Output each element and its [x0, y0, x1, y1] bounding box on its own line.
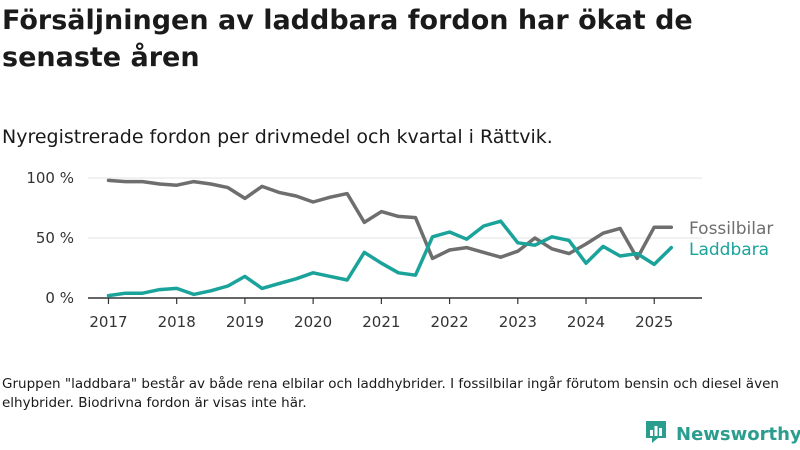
x-tick-label: 2022 — [430, 313, 468, 331]
series-label-fossilbilar: Fossilbilar — [689, 219, 773, 239]
footnote: Gruppen "laddbara" består av både rena e… — [2, 376, 779, 411]
x-tick-label: 2019 — [226, 313, 264, 331]
x-tick-label: 2021 — [362, 313, 400, 331]
chart-grid — [88, 177, 702, 239]
brand-name: Newsworthy — [676, 423, 800, 445]
x-tick-label: 2025 — [635, 313, 673, 331]
x-tick-label: 2024 — [567, 313, 605, 331]
y-tick-label: 50 % — [36, 229, 74, 247]
page-title: Försäljningen av laddbara fordon har öka… — [2, 5, 693, 73]
chart-subtitle: Nyregistrerade fordon per drivmedel och … — [2, 126, 553, 148]
y-axis: 0 % 50 % 100 % — [26, 169, 74, 307]
y-tick-label: 0 % — [45, 289, 74, 307]
series-line-fossilbilar — [106, 178, 674, 261]
x-tick-label: 2020 — [294, 313, 332, 331]
y-tick-label: 100 % — [26, 169, 74, 187]
brand-logo[interactable]: Newsworthy — [644, 420, 800, 448]
series-line-laddbara — [106, 219, 674, 298]
x-axis: 2017 2018 2019 2020 2021 2022 2023 2024 2025 — [88, 297, 702, 331]
x-tick-label: 2023 — [499, 313, 537, 331]
series-label-laddbara: Laddbara — [689, 240, 769, 260]
line-chart: 0 % 50 % 100 % 2017 2018 2019 2020 2021 2022 202… — [26, 169, 773, 331]
chart-series — [106, 178, 674, 298]
x-tick-label: 2017 — [89, 313, 127, 331]
x-tick-label: 2018 — [158, 313, 196, 331]
bar-chart-logo-icon — [644, 419, 668, 449]
